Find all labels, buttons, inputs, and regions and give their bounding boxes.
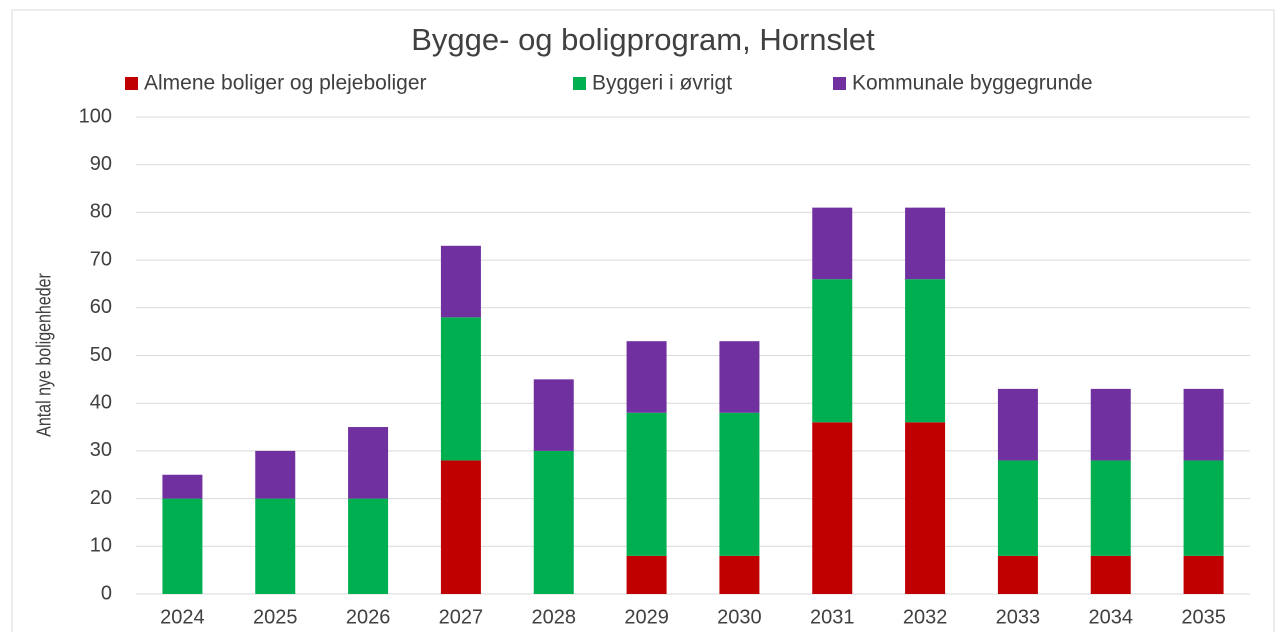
y-tick-label: 40 [90,391,112,413]
y-tick-label: 30 [90,439,112,461]
chart-title: Bygge- og boligprogram, Hornslet [411,22,875,57]
y-tick-label: 70 [90,248,112,270]
legend-label: Almene boliger og plejeboliger [144,72,427,95]
legend-label: Kommunale byggegrunde [852,72,1093,95]
bar-segment [626,555,667,594]
bar-segment [348,498,389,594]
x-tick-label: 2033 [996,606,1041,628]
bar-segment [905,279,946,423]
bar-segment [533,379,574,451]
y-tick-label: 100 [79,105,112,127]
x-tick-label: 2030 [717,606,762,628]
bar-segment [997,388,1038,461]
bar-segment [719,412,760,556]
bar-segment [440,460,481,594]
bar-segment [1183,388,1224,461]
y-axis-label: Antal nye boligenheder [33,273,55,437]
legend-label: Byggeri i øvrigt [592,72,732,95]
x-tick-label: 2032 [903,606,948,628]
bar-segment [626,412,667,556]
bar-segment [905,422,946,594]
x-tick-label: 2031 [810,606,855,628]
x-tick-label: 2024 [160,606,205,628]
x-tick-label: 2028 [532,606,577,628]
x-tick-label: 2026 [346,606,391,628]
y-tick-label: 90 [90,153,112,175]
bar-segment [812,207,853,280]
bar-segment [1183,555,1224,594]
bar-segment [1090,388,1131,461]
bar-segment [1090,555,1131,594]
x-tick-label: 2035 [1181,606,1226,628]
legend-swatch [833,77,846,90]
bar-segment [997,555,1038,594]
bar-segment [905,207,946,280]
bar-segment [348,427,389,499]
x-tick-label: 2027 [439,606,484,628]
bar-segment [997,460,1038,556]
bar-segment [440,245,481,318]
legend-swatch [573,77,586,90]
y-tick-label: 80 [90,201,112,223]
bar-segment [626,341,667,413]
bar-segment [255,498,296,594]
x-tick-label: 2025 [253,606,298,628]
y-tick-label: 20 [90,487,112,509]
bar-segment [812,422,853,594]
bar-segment [1183,460,1224,556]
x-tick-label: 2034 [1089,606,1134,628]
y-tick-label: 60 [90,296,112,318]
y-tick-label: 50 [90,344,112,366]
bar-segment [719,341,760,413]
bar-segment [255,450,296,499]
bar-segment [812,279,853,423]
y-tick-label: 10 [90,535,112,557]
bar-segment [719,555,760,594]
bar-segment [162,498,203,594]
bar-segment [440,317,481,461]
y-tick-label: 0 [101,582,112,604]
bar-segment [533,450,574,594]
bar-segment [162,474,203,499]
legend-swatch [125,77,138,90]
x-tick-label: 2029 [624,606,669,628]
bar-segment [1090,460,1131,556]
